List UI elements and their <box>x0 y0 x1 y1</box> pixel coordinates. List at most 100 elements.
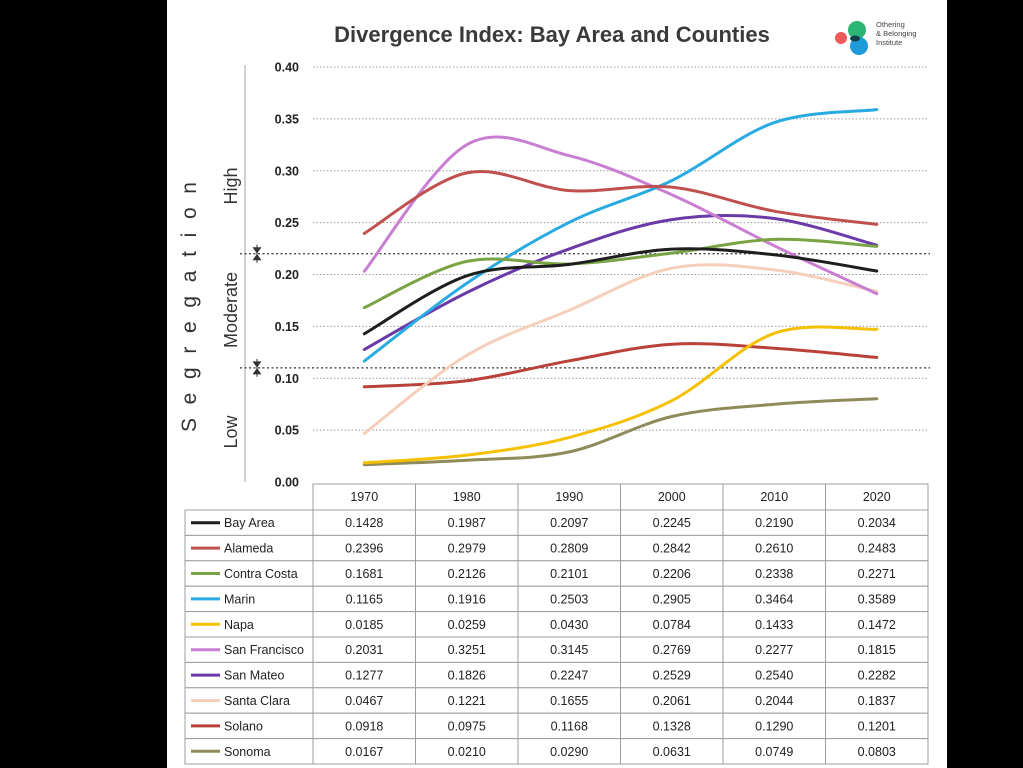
table-cell: 0.3251 <box>448 643 486 657</box>
table-cell-box <box>517 636 621 663</box>
logo-overlap <box>850 35 860 42</box>
table-cell: 0.1916 <box>448 592 486 606</box>
table-cell: 0.0430 <box>550 618 588 632</box>
table-cell-box <box>312 687 416 714</box>
threshold-arrow-down <box>252 247 262 254</box>
table-cell: 0.1681 <box>345 567 383 581</box>
table-cell: 0.2282 <box>858 669 896 683</box>
series-line-solano <box>362 342 879 389</box>
y-tick-label: 0.35 <box>275 112 299 126</box>
table-cell-box <box>722 534 826 562</box>
table-header-cell <box>312 483 416 511</box>
series-line-san-francisco <box>362 135 879 296</box>
table-cell: 0.2979 <box>448 542 486 556</box>
table-cell: 0.0290 <box>550 745 588 759</box>
table-cell: 0.1428 <box>345 516 383 530</box>
table-cell-box <box>825 534 929 562</box>
series-line-santa-clara <box>362 263 879 435</box>
table-cell: 0.1221 <box>448 694 486 708</box>
table-cell: 0.1433 <box>755 618 793 632</box>
table-header-cell <box>620 483 724 511</box>
series-line-napa <box>362 325 879 465</box>
year-label: 2010 <box>760 490 788 504</box>
table-cell: 0.3145 <box>550 643 588 657</box>
logo-circle-blue <box>850 37 868 55</box>
table-header-cell <box>517 483 621 511</box>
year-label: 2020 <box>863 490 891 504</box>
row-label: Santa Clara <box>224 694 290 708</box>
logo-text-line: Othering <box>876 20 905 29</box>
table-cell-box <box>415 661 519 689</box>
y-tick-labels: 0.00 0.05 0.10 0.15 0.20 0.25 0.30 0.35 0.40 <box>275 61 299 490</box>
table-row: Bay Area 0.1428 0.1987 0.2097 0.2245 0.2190 0.… <box>184 509 929 536</box>
y-axis-label: Segregation <box>178 182 201 432</box>
chart-title: Divergence Index: Bay Area and Counties <box>334 22 770 47</box>
row-label: Napa <box>224 618 254 632</box>
table-cell: 0.2044 <box>755 694 793 708</box>
band-label-high: High <box>221 167 241 204</box>
table-cell: 0.0803 <box>858 745 896 759</box>
table-cell-box <box>825 585 929 613</box>
table-row: Sonoma 0.0167 0.0210 0.0290 0.0631 0.0749 0.08… <box>184 738 929 765</box>
table-cell: 0.1168 <box>551 719 588 733</box>
band-label-low: Low <box>221 414 241 448</box>
table-cell-box <box>517 560 621 587</box>
y-tick-label: 0.00 <box>275 476 299 490</box>
table-cell: 0.1815 <box>858 643 896 657</box>
row-label: San Mateo <box>224 669 285 683</box>
table-cell: 0.2034 <box>858 516 896 530</box>
row-label: Marin <box>224 592 255 606</box>
table-cell: 0.2483 <box>858 542 896 556</box>
table-cell: 0.0631 <box>653 745 691 759</box>
y-tick-label: 0.30 <box>275 164 299 178</box>
table-cell: 0.1165 <box>346 592 383 606</box>
table-cell: 0.2503 <box>550 592 588 606</box>
table-cell: 0.2126 <box>448 567 486 581</box>
table-cell: 0.2769 <box>653 643 691 657</box>
table-cell: 0.2245 <box>653 516 691 530</box>
table-cell-box <box>722 611 826 638</box>
table-cell: 0.1472 <box>858 618 896 632</box>
series-line-san-mateo <box>362 214 879 351</box>
row-label: Alameda <box>224 542 273 556</box>
table-header-row: 1970 1980 1990 2000 2010 2020 <box>312 483 929 511</box>
table-cell: 0.2247 <box>550 669 588 683</box>
logo-text-line: Institute <box>876 38 902 47</box>
row-label: San Francisco <box>224 643 304 657</box>
y-tick-label: 0.05 <box>275 424 299 438</box>
table-cell: 0.1655 <box>550 694 588 708</box>
table-cell-box <box>312 611 416 638</box>
y-tick-label: 0.15 <box>275 320 299 334</box>
table-cell-box <box>312 585 416 613</box>
table-cell-box <box>825 509 929 536</box>
table-row: Solano 0.0918 0.0975 0.1168 0.1328 0.1290 0.12… <box>184 712 929 740</box>
series-line-contra-costa <box>362 237 879 310</box>
table-cell: 0.0784 <box>653 618 691 632</box>
table-cell: 0.3589 <box>858 592 896 606</box>
table-cell-box <box>620 611 724 638</box>
table-cell-box <box>517 687 621 714</box>
year-label: 1970 <box>350 490 378 504</box>
table-cell-box <box>825 687 929 714</box>
table-cell-box <box>415 611 519 638</box>
table-cell-box <box>722 509 826 536</box>
table-cell-box <box>620 534 724 562</box>
threshold-arrow-up <box>252 253 262 261</box>
logo-text-line: & Belonging <box>876 29 916 38</box>
threshold-arrow-down <box>252 361 262 368</box>
table-cell: 0.2061 <box>653 694 691 708</box>
table-row: Contra Costa 0.1681 0.2126 0.2101 0.2206 0.23… <box>184 560 929 587</box>
table-cell-box <box>312 738 416 765</box>
table-cell-box <box>620 585 724 613</box>
row-label: Sonoma <box>224 745 271 759</box>
series-line-alameda <box>362 170 879 235</box>
table-cell: 0.0185 <box>345 618 383 632</box>
table-row: Santa Clara 0.0467 0.1221 0.1655 0.2061 0.204… <box>184 687 929 714</box>
table-cell: 0.2097 <box>550 516 588 530</box>
table-cell-box <box>415 560 519 587</box>
table-cell: 0.1328 <box>653 719 691 733</box>
table-cell: 0.2271 <box>858 567 896 581</box>
table-cell: 0.0749 <box>755 745 793 759</box>
table-cell: 0.0918 <box>345 719 383 733</box>
table-cell-box <box>825 636 929 663</box>
